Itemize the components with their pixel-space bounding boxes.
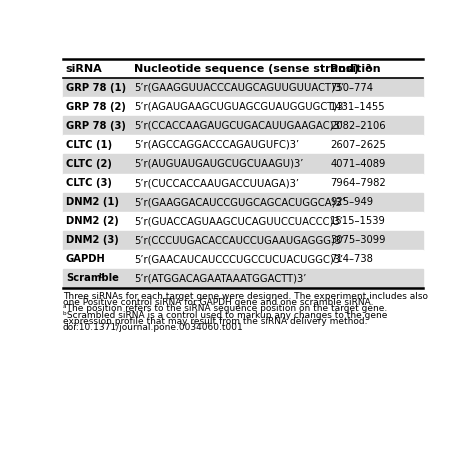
Bar bbox=[63, 250, 423, 269]
Bar bbox=[63, 212, 423, 230]
Text: DNM2 (3): DNM2 (3) bbox=[66, 235, 118, 245]
Bar bbox=[63, 230, 423, 250]
Text: 2082–2106: 2082–2106 bbox=[330, 121, 386, 131]
Text: Nucleotide sequence (sense strand): Nucleotide sequence (sense strand) bbox=[134, 64, 359, 74]
Text: a: a bbox=[365, 62, 371, 71]
Text: GRP 78 (3): GRP 78 (3) bbox=[66, 121, 126, 131]
Text: doi:10.1371/journal.pone.0034060.t001: doi:10.1371/journal.pone.0034060.t001 bbox=[63, 323, 244, 332]
Text: 5’r(AGAUGAAGCUGUAGCGUAUGGUGCT)3’: 5’r(AGAUGAAGCUGUAGCGUAUGGUGCT)3’ bbox=[134, 102, 346, 112]
Text: 5’r(CCACCAAGAUGCUGACAUUGAAGAC)3’: 5’r(CCACCAAGAUGCUGACAUUGAAGAC)3’ bbox=[134, 121, 343, 131]
Text: CLTC (1): CLTC (1) bbox=[66, 140, 112, 150]
Bar bbox=[63, 193, 423, 212]
Text: ᵇScrambled siRNA is a control used to markup any changes to the gene: ᵇScrambled siRNA is a control used to ma… bbox=[63, 311, 387, 320]
Text: expression profile that may result from the siRNA delivery method.: expression profile that may result from … bbox=[63, 317, 367, 326]
Text: 5’r(GUACCAGUAAGCUCAGUUCCUACCC)3’: 5’r(GUACCAGUAAGCUCAGUUCCUACCC)3’ bbox=[134, 216, 343, 226]
Bar bbox=[63, 78, 423, 97]
Text: ᵃThe position refers to the siRNA sequence position on the target gene.: ᵃThe position refers to the siRNA sequen… bbox=[63, 304, 387, 313]
Text: Position: Position bbox=[330, 64, 381, 74]
Text: 714–738: 714–738 bbox=[330, 254, 373, 264]
Text: 4071–4089: 4071–4089 bbox=[330, 159, 386, 169]
Text: 750–774: 750–774 bbox=[330, 83, 374, 93]
Text: 3075–3099: 3075–3099 bbox=[330, 235, 386, 245]
Bar bbox=[63, 116, 423, 135]
Text: GAPDH: GAPDH bbox=[66, 254, 106, 264]
Text: 5’r(AUGUAUGAUGCUGCUAAGU)3’: 5’r(AUGUAUGAUGCUGCUAAGU)3’ bbox=[134, 159, 303, 169]
Text: 1515–1539: 1515–1539 bbox=[330, 216, 386, 226]
Text: siRNA: siRNA bbox=[66, 64, 102, 74]
Bar bbox=[63, 135, 423, 155]
Text: Scramble: Scramble bbox=[66, 273, 119, 283]
Text: CLTC (2): CLTC (2) bbox=[66, 159, 112, 169]
Text: 5’r(AGCCAGGACCCAGAUGUFC)3’: 5’r(AGCCAGGACCCAGAUGUFC)3’ bbox=[134, 140, 299, 150]
Bar bbox=[63, 174, 423, 193]
Text: 5’r(CCCUUGACACCAUCCUGAAUGAGGG)3’: 5’r(CCCUUGACACCAUCCUGAAUGAGGG)3’ bbox=[134, 235, 344, 245]
Text: 5’r(CUCCACCAAUGACCUUAGA)3’: 5’r(CUCCACCAAUGACCUUAGA)3’ bbox=[134, 178, 299, 188]
Text: DNM2 (1): DNM2 (1) bbox=[66, 197, 119, 207]
Text: 1431–1455: 1431–1455 bbox=[330, 102, 386, 112]
Text: 2607–2625: 2607–2625 bbox=[330, 140, 386, 150]
Text: GRP 78 (1): GRP 78 (1) bbox=[66, 83, 126, 93]
Text: 7964–7982: 7964–7982 bbox=[330, 178, 386, 188]
Bar bbox=[63, 269, 423, 288]
Text: 5’r(GAACAUCAUCCCUGCCUCUACUGGC)3’: 5’r(GAACAUCAUCCCUGCCUCUACUGGC)3’ bbox=[134, 254, 343, 264]
Text: Three siRNAs for each target gene were designed. The experiment includes also: Three siRNAs for each target gene were d… bbox=[63, 292, 428, 301]
Bar bbox=[63, 155, 423, 174]
Text: 925–949: 925–949 bbox=[330, 197, 374, 207]
Text: 5’r(GAAGGUUACCCAUGCAGUUGUUACT)3’: 5’r(GAAGGUUACCCAUGCAGUUGUUACT)3’ bbox=[134, 83, 344, 93]
Text: CLTC (3): CLTC (3) bbox=[66, 178, 112, 188]
Text: DNM2 (2): DNM2 (2) bbox=[66, 216, 118, 226]
Text: b: b bbox=[98, 273, 103, 279]
Text: one Positive control siRNA for GAPDH gene and one scramble siRNA.: one Positive control siRNA for GAPDH gen… bbox=[63, 298, 374, 307]
Text: 5’r(ATGGACAGAATAAATGGACTT)3’: 5’r(ATGGACAGAATAAATGGACTT)3’ bbox=[134, 273, 306, 283]
Text: GRP 78 (2): GRP 78 (2) bbox=[66, 102, 126, 112]
Bar bbox=[63, 97, 423, 116]
Text: 5’r(GAAGGACAUCCGUGCAGCACUGGCA)3’: 5’r(GAAGGACAUCCGUGCAGCACUGGCA)3’ bbox=[134, 197, 345, 207]
